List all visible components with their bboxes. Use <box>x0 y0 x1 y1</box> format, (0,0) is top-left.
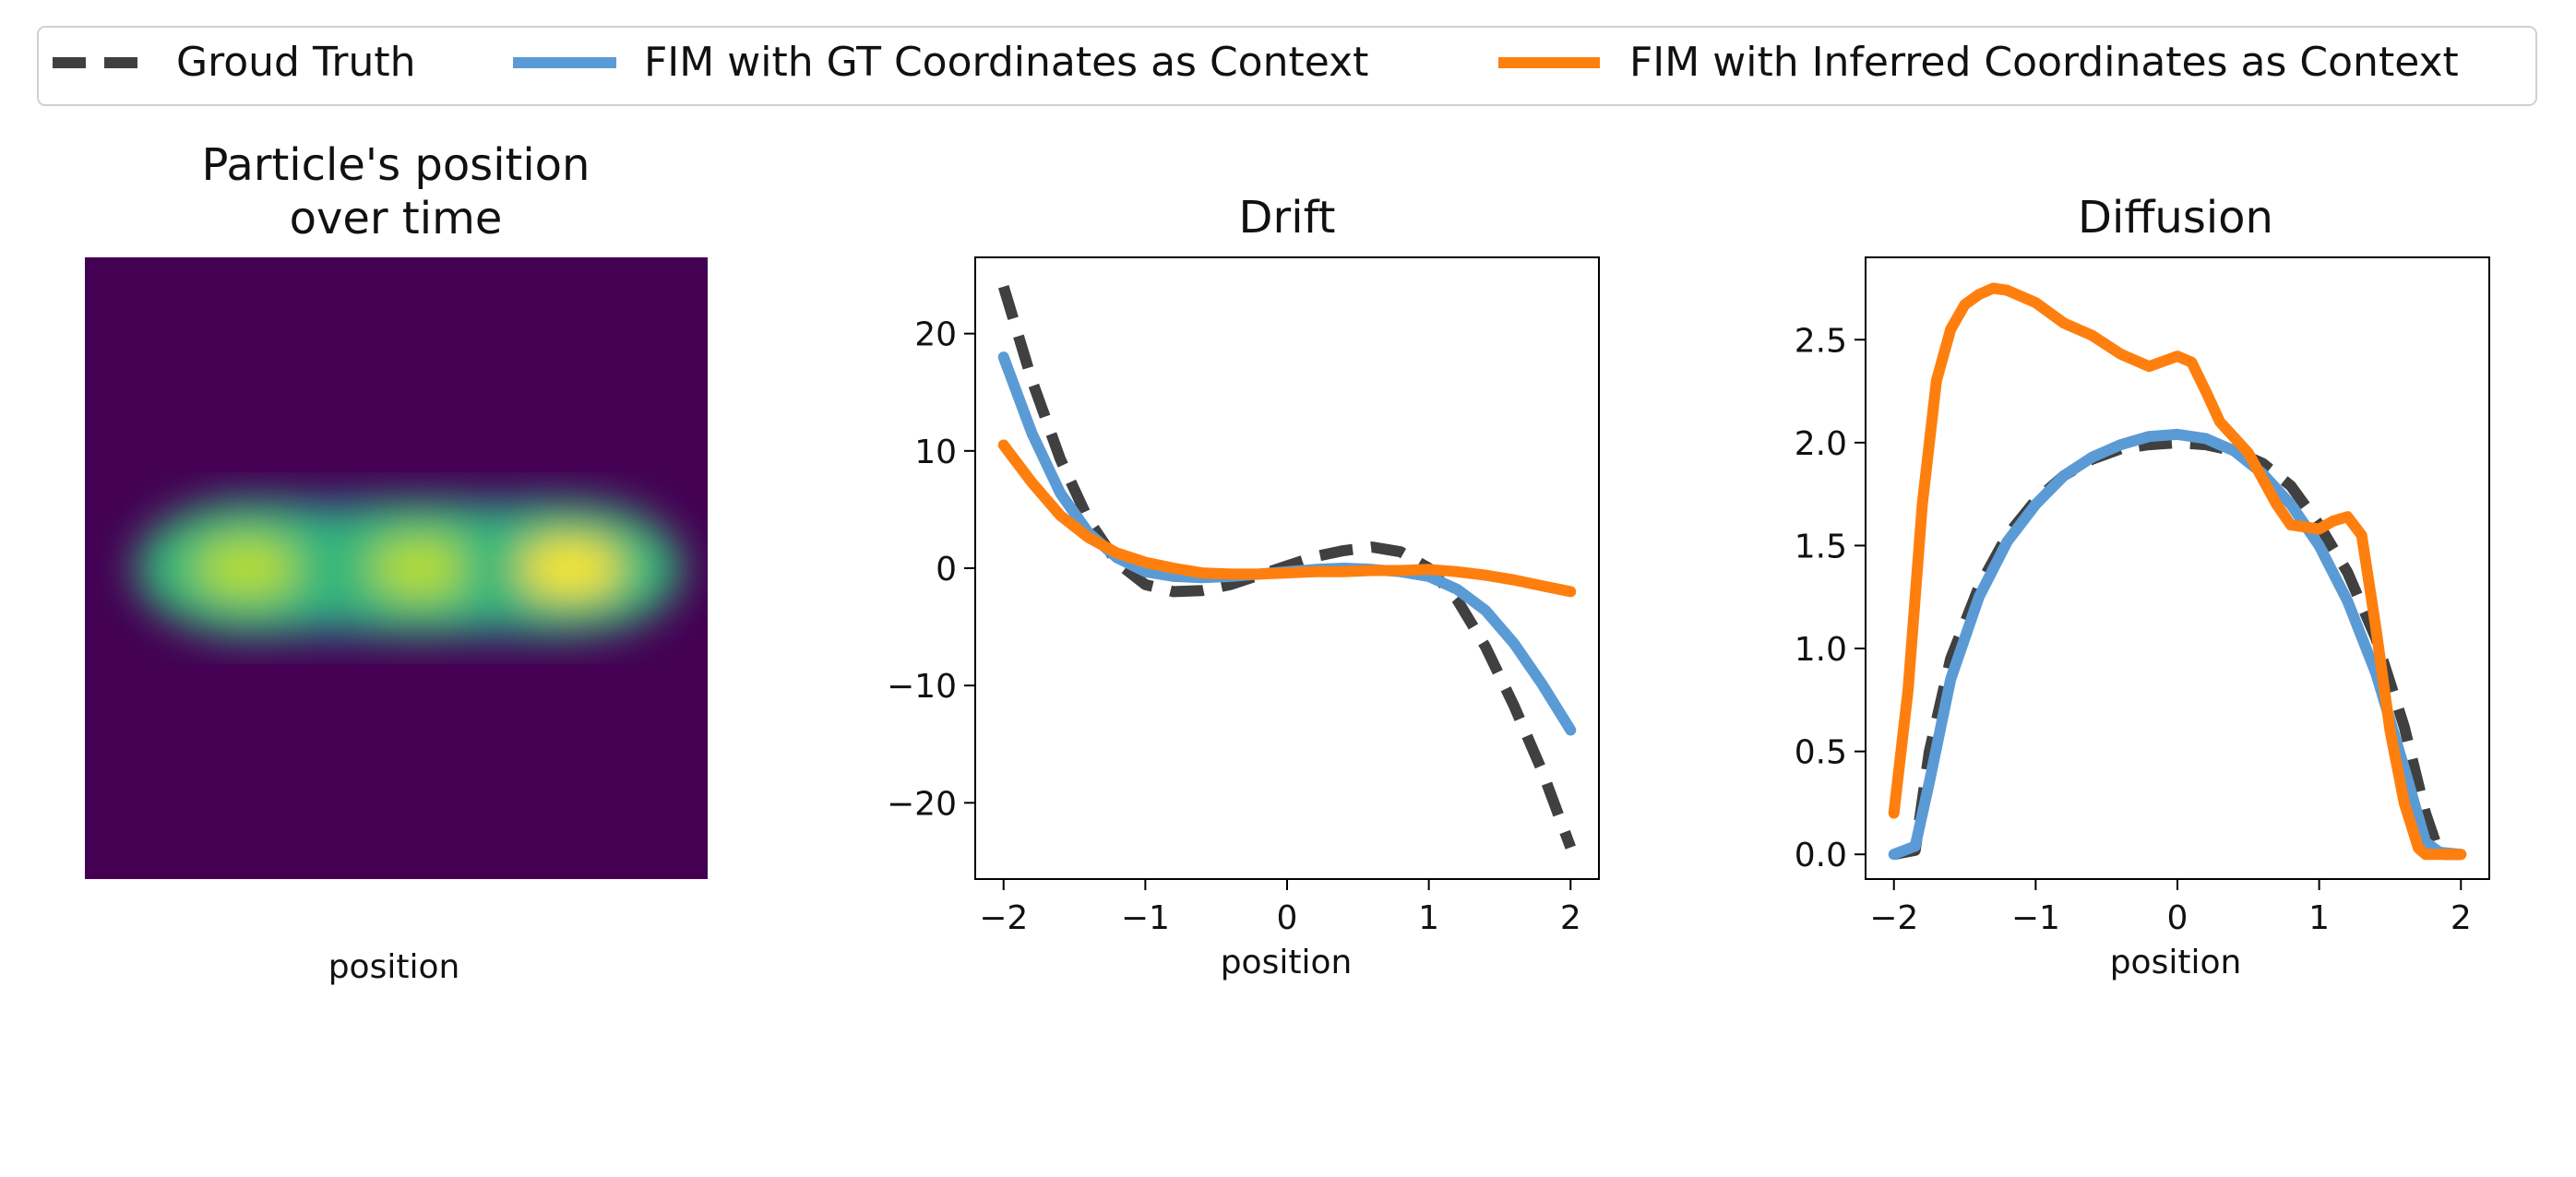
heatmap-title-line-1: Particle's position <box>202 139 590 191</box>
diffusion-xlabel: position <box>2110 944 2242 981</box>
drift-series-fim-inferred <box>997 439 1577 598</box>
drift-ytick-label: 0 <box>936 551 957 588</box>
diffusion-plot-area <box>1888 282 2467 861</box>
diffusion-ytick-label: 1.5 <box>1795 528 1847 565</box>
heatmap-blob-core-3 <box>519 539 622 598</box>
drift-ytick-label: 20 <box>914 316 957 354</box>
diffusion-series-fim-inferred <box>1888 282 2467 861</box>
drift-title: Drift <box>1239 192 1336 244</box>
heatmap-area <box>85 257 708 879</box>
drift-xtick-label: 1 <box>1418 899 1439 937</box>
legend-label-fim-inferred: FIM with Inferred Coordinates as Context <box>1629 39 2459 86</box>
diffusion-ytick-label: 0.5 <box>1795 734 1847 772</box>
legend-frame <box>37 26 2537 106</box>
diffusion-xtick-label: −1 <box>2011 899 2060 937</box>
heatmap-blob-core-1 <box>196 539 298 598</box>
drift-xtick-label: −2 <box>979 899 1028 937</box>
diffusion-ytick-label: 0.0 <box>1795 837 1847 874</box>
diffusion-xtick-label: 2 <box>2451 899 2472 937</box>
drift-xtick-label: −1 <box>1121 899 1170 937</box>
drift-xtick-label: 0 <box>1277 899 1298 937</box>
legend-label-ground-truth: Groud Truth <box>176 39 415 86</box>
diffusion-xtick-label: 0 <box>2167 899 2188 937</box>
diffusion-xtick-label: 1 <box>2308 899 2330 937</box>
legend-label-fim-gt: FIM with GT Coordinates as Context <box>644 39 1368 86</box>
diffusion-xtick-label: −2 <box>1869 899 1918 937</box>
heatmap-panel: Particle's position over time position <box>85 139 708 986</box>
diffusion-ytick-label: 1.0 <box>1795 631 1847 669</box>
drift-xtick-label: 2 <box>1560 899 1581 937</box>
drift-ytick-label: 10 <box>914 434 957 471</box>
diffusion-ytick-label: 2.0 <box>1795 425 1847 463</box>
diffusion-title: Diffusion <box>2078 192 2273 244</box>
drift-xlabel: position <box>1221 944 1353 981</box>
heatmap-xlabel: position <box>328 948 460 986</box>
diffusion-panel: Diffusion −2 −1 0 1 2 0.0 0.5 1.0 1.5 2.0 2.5 posi… <box>1795 192 2490 981</box>
diffusion-ytick-label: 2.5 <box>1795 322 1847 360</box>
heatmap-title-line-2: over time <box>290 193 503 244</box>
drift-ytick-label: −20 <box>887 785 957 823</box>
drift-ytick-label: −10 <box>887 668 957 706</box>
drift-plot-area <box>997 285 1577 850</box>
heatmap-blob-core-2 <box>370 539 472 598</box>
diffusion-ticks: −2 −1 0 1 2 0.0 0.5 1.0 1.5 2.0 2.5 <box>1795 322 2472 937</box>
legend: Groud Truth FIM with GT Coordinates as C… <box>37 26 2537 106</box>
